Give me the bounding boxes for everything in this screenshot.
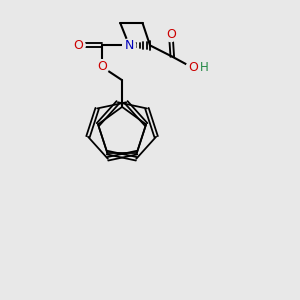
Circle shape	[164, 27, 178, 41]
Text: N: N	[124, 39, 134, 52]
Text: O: O	[73, 39, 83, 52]
Circle shape	[71, 38, 85, 52]
Text: O: O	[97, 60, 107, 73]
Circle shape	[123, 39, 136, 52]
Text: O: O	[166, 28, 176, 41]
Text: H: H	[200, 61, 209, 74]
Text: O: O	[188, 61, 198, 74]
Circle shape	[186, 61, 200, 75]
Circle shape	[95, 60, 109, 74]
